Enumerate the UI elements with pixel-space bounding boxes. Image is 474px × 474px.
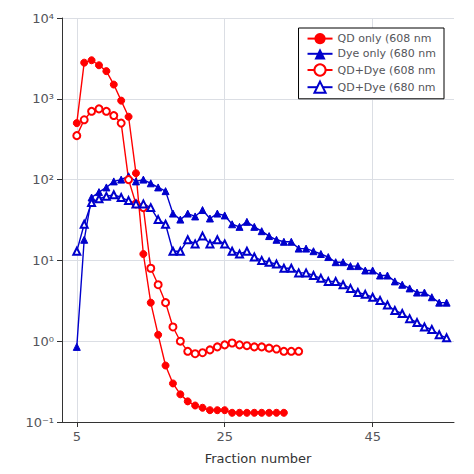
svg-text:10¹: 10¹: [32, 253, 54, 268]
svg-text:Dye only (680 nm: Dye only (680 nm: [338, 47, 436, 60]
svg-text:10²: 10²: [32, 172, 54, 187]
svg-text:10⁻¹: 10⁻¹: [25, 415, 54, 430]
svg-text:QD+Dye (680 nm: QD+Dye (680 nm: [338, 81, 436, 94]
svg-text:10⁴: 10⁴: [32, 11, 54, 26]
svg-text:45: 45: [364, 429, 381, 444]
svg-text:5: 5: [73, 429, 81, 444]
svg-text:25: 25: [216, 429, 233, 444]
svg-text:QD only (608 nm: QD only (608 nm: [338, 32, 432, 45]
svg-text:Fraction number: Fraction number: [205, 451, 312, 466]
svg-text:10⁰: 10⁰: [32, 334, 54, 349]
svg-text:QD+Dye (608 nm: QD+Dye (608 nm: [338, 64, 436, 77]
svg-text:10³: 10³: [32, 91, 54, 106]
